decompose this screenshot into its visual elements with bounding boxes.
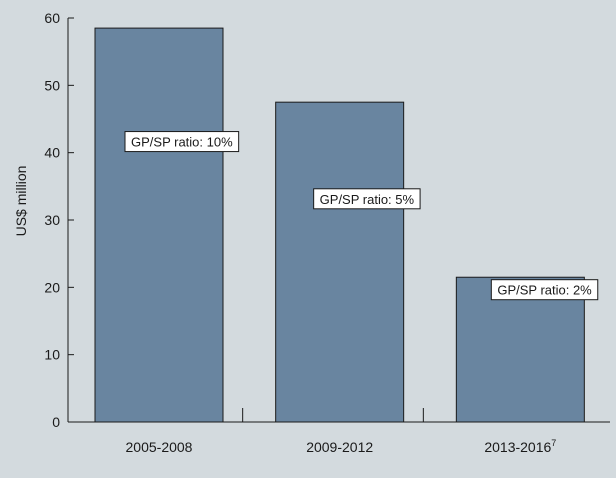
annotation-text: GP/SP ratio: 10% (131, 135, 233, 150)
annotation-1: GP/SP ratio: 10% (124, 131, 240, 153)
axes-group: 0 10 20 30 40 50 60 2005-2008 2009-2012 2013-2016… (44, 10, 610, 455)
annotation-3: GP/SP ratio: 2% (490, 279, 599, 301)
annotation-2: GP/SP ratio: 5% (313, 188, 421, 210)
y-tick-label: 60 (44, 10, 60, 26)
y-tick-label: 30 (44, 212, 60, 228)
annotation-text: GP/SP ratio: 2% (497, 283, 592, 298)
bar-2005-2008 (94, 27, 224, 423)
y-tick-label: 0 (52, 414, 60, 430)
annotation-box (124, 131, 240, 153)
y-tick-label: 20 (44, 279, 60, 295)
bar-2013-2016 (455, 276, 585, 423)
annotations-group: GP/SP ratio: 10% GP/SP ratio: 5% GP/SP rat… (124, 131, 599, 301)
x-tick-label: 2013-20167 (484, 438, 556, 455)
x-tick-label: 2009-2012 (306, 439, 373, 455)
bar-2009-2012 (275, 101, 405, 423)
y-tick-label: 50 (44, 77, 60, 93)
y-tick-label: 40 (44, 145, 60, 161)
annotation-box (490, 279, 599, 301)
annotation-box (313, 188, 421, 210)
y-axis-title: US$ million (13, 166, 29, 237)
annotation-text: GP/SP ratio: 5% (320, 192, 415, 207)
bars-group (94, 27, 585, 423)
x-tick-label: 2005-2008 (126, 439, 193, 455)
y-tick-label: 10 (44, 347, 60, 363)
